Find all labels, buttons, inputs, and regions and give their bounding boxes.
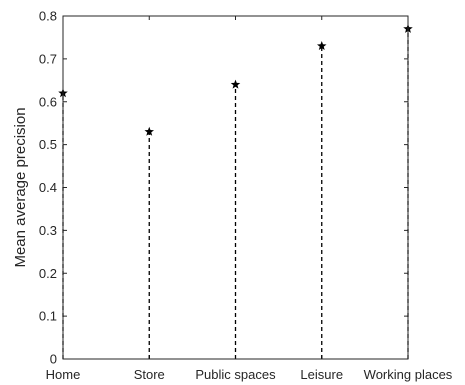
y-axis-ticks: 0 0.1 0.2 0.3 0.4 0.5 0.6 0.7 0.8 <box>39 9 408 367</box>
x-tick-label: Working places <box>364 367 453 382</box>
y-tick-label: 0 <box>50 352 57 367</box>
x-tick-label: Public spaces <box>195 367 276 382</box>
plot-frame <box>62 15 409 360</box>
x-tick-label: Store <box>134 367 165 382</box>
y-tick-label: 0.4 <box>39 180 57 195</box>
y-tick-label: 0.5 <box>39 137 57 152</box>
y-tick-label: 0.3 <box>39 223 57 238</box>
y-tick-label: 0.8 <box>39 9 57 24</box>
x-tick-label: Home <box>46 367 81 382</box>
star-marker <box>230 79 241 89</box>
star-marker <box>316 41 327 51</box>
star-marker <box>144 126 155 136</box>
y-tick-label: 0.7 <box>39 51 57 66</box>
y-tick-label: 0.6 <box>39 94 57 109</box>
y-tick-label: 0.2 <box>39 266 57 281</box>
x-tick-label: Leisure <box>300 367 343 382</box>
x-axis-ticks: Home Store Public spaces Leisure Working pla… <box>46 16 453 382</box>
y-axis-title: Mean average precision <box>12 107 29 267</box>
y-tick-label: 0.1 <box>39 309 57 324</box>
data-stems <box>62 28 409 359</box>
